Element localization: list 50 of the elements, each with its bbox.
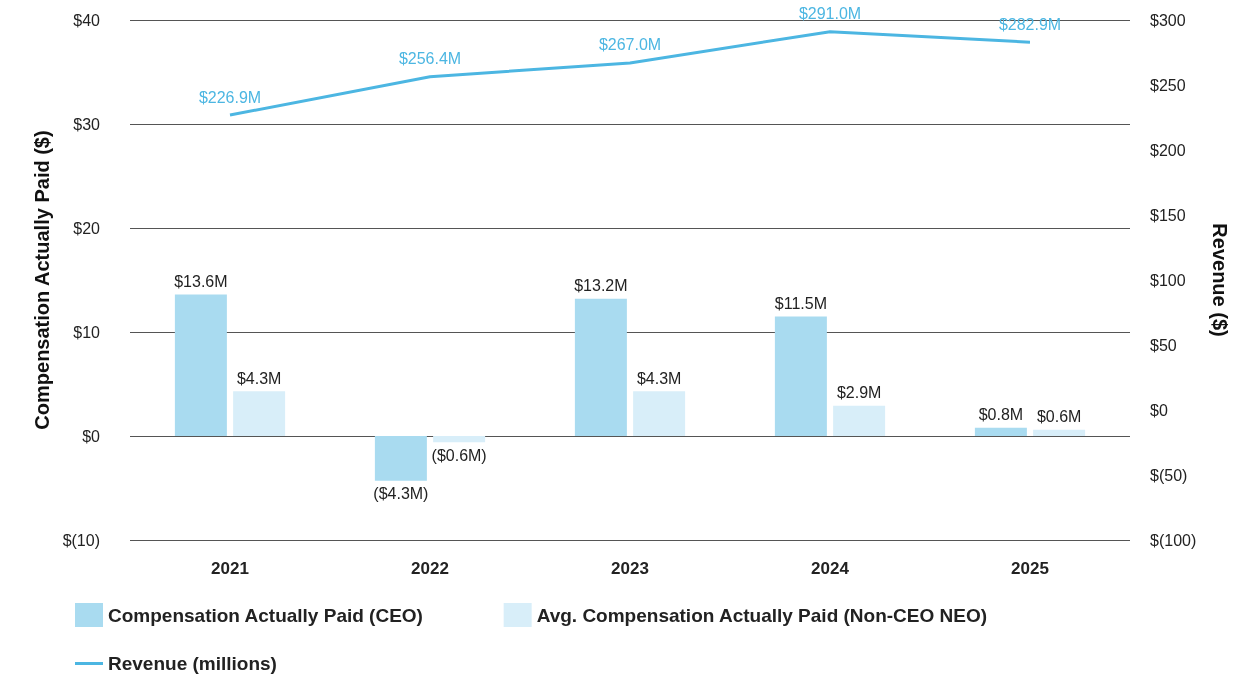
data-label: $13.2M	[574, 277, 628, 295]
y2-tick-label: $200	[1150, 141, 1186, 159]
y-axis-title: Compensation Actually Paid ($)	[30, 130, 53, 430]
y-tick-label: $10	[73, 323, 101, 341]
legend-label: Revenue (millions)	[108, 653, 277, 674]
data-label: $282.9M	[998, 15, 1062, 33]
data-label: $4.3M	[636, 369, 682, 387]
legend-label: Avg. Compensation Actually Paid (Non-CEO NEO)	[536, 604, 988, 626]
bar	[233, 391, 286, 436]
y2-axis-title: Revenue ($)	[1209, 223, 1231, 337]
bar	[974, 427, 1027, 436]
x-tick-label: 2025	[1011, 559, 1049, 578]
data-label: $291.0M	[798, 5, 862, 23]
x-tick-label: 2022	[411, 559, 449, 578]
y2-tick-label: $150	[1150, 206, 1186, 224]
data-label: $13.6M	[174, 273, 228, 291]
y-tick-label: $0	[82, 427, 101, 445]
y2-tick-label: $(100)	[1150, 531, 1197, 549]
y-tick-label: $20	[73, 219, 101, 237]
data-label: ($0.6M)	[431, 446, 487, 464]
x-tick-label: 2024	[811, 559, 850, 578]
bar	[174, 294, 227, 436]
data-label: $256.4M	[398, 50, 462, 68]
legend-label: Compensation Actually Paid (CEO)	[108, 604, 423, 626]
data-label: $0.6M	[1036, 408, 1082, 426]
data-label: $2.9M	[836, 384, 882, 402]
x-tick-label: 2023	[611, 559, 649, 578]
data-label: $0.8M	[978, 406, 1024, 424]
y-tick-label: $30	[73, 115, 101, 133]
y2-tick-label: $50	[1150, 336, 1177, 354]
y2-tick-label: $(50)	[1150, 466, 1188, 484]
data-label: $4.3M	[236, 369, 282, 387]
bar	[374, 436, 427, 481]
bar	[633, 391, 686, 436]
bar	[574, 298, 627, 436]
y2-tick-label: $300	[1150, 11, 1186, 29]
y2-tick-label: $250	[1150, 76, 1186, 94]
y2-tick-label: $100	[1150, 271, 1186, 289]
data-label: ($4.3M)	[373, 485, 429, 503]
data-label: $226.9M	[198, 88, 262, 106]
y-tick-label: $(10)	[62, 531, 100, 549]
y2-tick-label: $0	[1150, 401, 1168, 419]
x-tick-label: 2021	[211, 559, 249, 578]
bar	[433, 436, 486, 443]
bar	[774, 316, 827, 436]
y-tick-label: $40	[73, 11, 101, 29]
data-label: $11.5M	[774, 294, 827, 312]
bar	[833, 405, 886, 436]
bar	[1033, 429, 1086, 436]
data-label: $267.0M	[598, 36, 662, 54]
